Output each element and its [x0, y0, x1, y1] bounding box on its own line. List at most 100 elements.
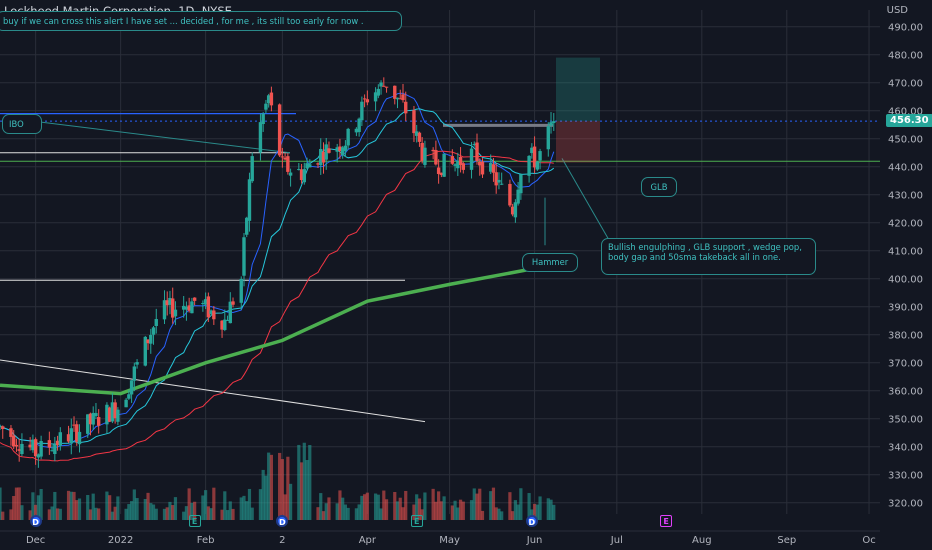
- candle-body: [494, 172, 498, 186]
- volume-bar: [97, 508, 101, 520]
- candle-body: [184, 306, 189, 310]
- bullish-pointer: [561, 158, 613, 246]
- candle-body: [91, 412, 95, 425]
- candle-body: [206, 296, 211, 318]
- volume-bar: [511, 511, 515, 520]
- y-tick-label: 440.00: [888, 162, 923, 173]
- candle-body: [420, 142, 424, 161]
- dividend-marker[interactable]: D: [29, 515, 42, 527]
- y-tick-label: 460.00: [888, 106, 923, 117]
- candle-body: [50, 450, 54, 452]
- y-tick-label: 370.00: [888, 358, 923, 369]
- volume-bar: [552, 504, 556, 520]
- candle-body: [513, 202, 518, 218]
- candle-body: [338, 146, 342, 151]
- candle-body: [77, 431, 82, 445]
- y-tick-label: 320.00: [888, 498, 923, 509]
- volume-bar: [228, 501, 232, 520]
- volume-bar: [343, 504, 348, 520]
- volume-bar: [538, 496, 542, 520]
- volume-bar: [283, 494, 287, 520]
- candle-body: [192, 297, 197, 301]
- candle-body: [280, 156, 285, 158]
- candle-body: [497, 179, 501, 183]
- candle-body: [453, 164, 457, 166]
- volume-bar: [324, 503, 328, 520]
- candle-body: [461, 163, 466, 170]
- candle-body: [286, 156, 290, 172]
- candle-body: [436, 167, 441, 174]
- volume-bar: [393, 491, 397, 520]
- volume-bar: [494, 507, 498, 520]
- volume-bar: [72, 491, 76, 520]
- volume-bar: [242, 495, 246, 520]
- candle-body: [239, 278, 243, 303]
- y-tick-label: 350.00: [888, 414, 923, 425]
- candle-body: [365, 99, 370, 103]
- volume-bar: [450, 505, 454, 520]
- candle-body: [489, 162, 493, 172]
- volume-bar: [535, 504, 539, 520]
- volume-bar: [77, 498, 82, 520]
- y-tick-label: 470.00: [888, 78, 923, 89]
- candle-body: [36, 454, 41, 458]
- candle-body: [149, 334, 153, 344]
- candle-body: [510, 206, 515, 215]
- volume-bar: [75, 500, 79, 520]
- earnings-marker[interactable]: E: [188, 515, 201, 527]
- candle-body: [516, 189, 520, 204]
- volume-bar: [308, 444, 312, 520]
- volume-bar: [469, 500, 474, 520]
- y-tick-label: 430.00: [888, 190, 923, 201]
- candle-body: [546, 126, 550, 150]
- dividend-marker[interactable]: D: [525, 515, 538, 527]
- candle-body: [357, 118, 361, 133]
- candle-body: [247, 179, 252, 221]
- candle-body: [116, 409, 120, 422]
- volume-bar: [354, 508, 358, 520]
- candle-body: [165, 300, 169, 306]
- y-tick-label: 340.00: [888, 442, 923, 453]
- candle-body: [88, 413, 93, 425]
- volume-bar: [319, 493, 323, 520]
- y-tick-label: 410.00: [888, 246, 923, 257]
- candle-body: [181, 305, 186, 310]
- volume-bar: [434, 501, 438, 520]
- candle-body: [231, 301, 235, 305]
- earnings-marker[interactable]: E: [660, 515, 673, 527]
- volume-bar: [28, 510, 32, 520]
- candle-body: [395, 97, 400, 100]
- volume-bar: [480, 510, 485, 520]
- candle-body: [354, 128, 359, 133]
- volume-bar: [302, 442, 306, 520]
- candle-body: [228, 301, 232, 324]
- volume-bar: [280, 459, 284, 520]
- volume-bar: [193, 501, 197, 520]
- dividend-marker[interactable]: D: [276, 515, 289, 527]
- volume-bar: [124, 508, 128, 520]
- x-tick-label: Oc: [862, 535, 875, 546]
- y-tick-label: 450.00: [888, 134, 923, 145]
- candle-body: [154, 319, 158, 326]
- volume-bar: [53, 491, 57, 520]
- volume-bar: [58, 508, 62, 520]
- candle-body: [532, 146, 537, 168]
- candle-body: [151, 327, 156, 335]
- position-box: [556, 57, 600, 163]
- candle-body: [283, 157, 287, 160]
- volume-bar: [546, 498, 550, 520]
- candle-body: [47, 440, 52, 448]
- target-zone: [556, 57, 600, 122]
- volume-bar: [113, 506, 117, 520]
- volume-bar: [250, 507, 254, 520]
- earnings-marker[interactable]: E: [410, 515, 423, 527]
- volume-bar: [412, 504, 416, 520]
- volume-bar: [34, 504, 38, 520]
- volume-bar: [231, 508, 235, 520]
- candle-body: [212, 310, 216, 320]
- candle-body: [162, 300, 167, 320]
- volume-bar: [245, 501, 249, 520]
- candle-body: [401, 94, 405, 101]
- volume-bar: [223, 491, 227, 520]
